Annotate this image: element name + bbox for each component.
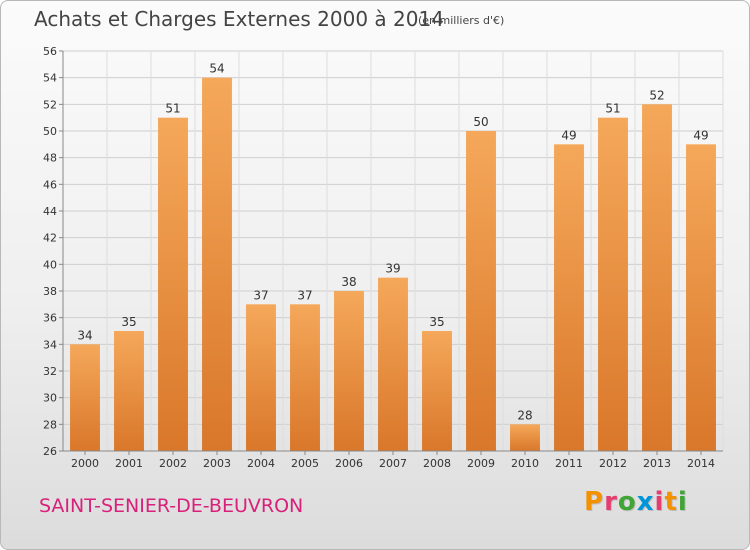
value-label-2004: 37 [253,288,268,302]
value-label-2013: 52 [649,88,664,102]
y-tick-label: 44 [43,205,57,218]
logo-letter: P [584,487,605,517]
commune-name: SAINT-SENIER-DE-BEUVRON [39,495,304,517]
bar-2000 [70,344,100,451]
logo-letter: x [636,487,655,517]
logo-letter: t [664,487,678,517]
y-tick-label: 50 [43,125,57,138]
bar-2007 [378,277,408,451]
bar-2012 [598,117,628,452]
value-label-2010: 28 [517,408,532,422]
bar-2013 [642,104,672,451]
value-label-2008: 35 [429,315,444,329]
axes: 26 28 30 32 34 36 38 40 42 44 46 48 50 52 54 56 2000 2001… [43,45,723,470]
value-label-2006: 38 [341,275,356,289]
value-label-2002: 51 [165,102,180,116]
value-label-2014: 49 [693,128,708,142]
bars: 34 35 51 54 37 37 38 39 35 50 28 49 51 52 49 [70,62,716,452]
value-label-2003: 54 [209,62,224,76]
y-tick-label: 38 [43,285,57,298]
x-tick-label-2003: 2003 [203,457,231,470]
y-tick-label: 56 [43,45,57,58]
bar-2010 [510,424,540,451]
y-tick-label: 26 [43,445,57,458]
y-tick-label: 42 [43,232,57,245]
x-tick-label-2004: 2004 [247,457,275,470]
value-label-2000: 34 [77,328,92,342]
bar-2006 [334,291,364,451]
y-tick-label: 52 [43,98,57,111]
bar-2001 [114,331,144,451]
y-tick-label: 48 [43,152,57,165]
bar-2008 [422,331,452,451]
y-tick-label: 46 [43,178,57,191]
x-tick-label-2006: 2006 [335,457,363,470]
y-tick-label: 30 [43,392,57,405]
chart-title: Achats et Charges Externes 2000 à 2014 [34,7,444,31]
value-label-2005: 37 [297,288,312,302]
value-label-2011: 49 [561,128,576,142]
x-tick-label-2001: 2001 [115,457,143,470]
y-tick-label: 36 [43,312,57,325]
x-tick-label-2005: 2005 [291,457,319,470]
value-label-2009: 50 [473,115,488,129]
bar-2002 [158,117,188,452]
value-label-2007: 39 [385,262,400,276]
y-tick-label: 54 [43,72,57,85]
x-tick-label-2008: 2008 [423,457,451,470]
y-tick-label: 34 [43,338,57,351]
x-tick-label-2014: 2014 [687,457,715,470]
x-tick-label-2007: 2007 [379,457,407,470]
logo-letter: o [617,487,637,517]
y-tick-label: 28 [43,418,57,431]
proxiti-logo: Proxiti [584,487,688,517]
bar-2014 [686,144,716,452]
x-tick-label-2002: 2002 [159,457,187,470]
value-label-2012: 51 [605,102,620,116]
x-tick-label-2010: 2010 [511,457,539,470]
bar-2003 [202,77,232,452]
x-tick-label-2009: 2009 [467,457,495,470]
value-label-2001: 35 [121,315,136,329]
bar-2009 [466,131,496,451]
bar-2005 [290,304,320,451]
x-tick-label-2000: 2000 [71,457,99,470]
x-tick-label-2013: 2013 [643,457,671,470]
y-tick-label: 40 [43,258,57,271]
x-tick-label-2011: 2011 [555,457,583,470]
logo-letter: i [654,487,665,517]
x-tick-label-2012: 2012 [599,457,627,470]
logo-letter: i [677,487,688,517]
bar-2004 [246,304,276,451]
chart-unit-note: (en milliers d'€) [418,14,505,27]
bar-2011 [554,144,584,452]
logo-letter: r [604,487,618,517]
y-tick-label: 32 [43,365,57,378]
